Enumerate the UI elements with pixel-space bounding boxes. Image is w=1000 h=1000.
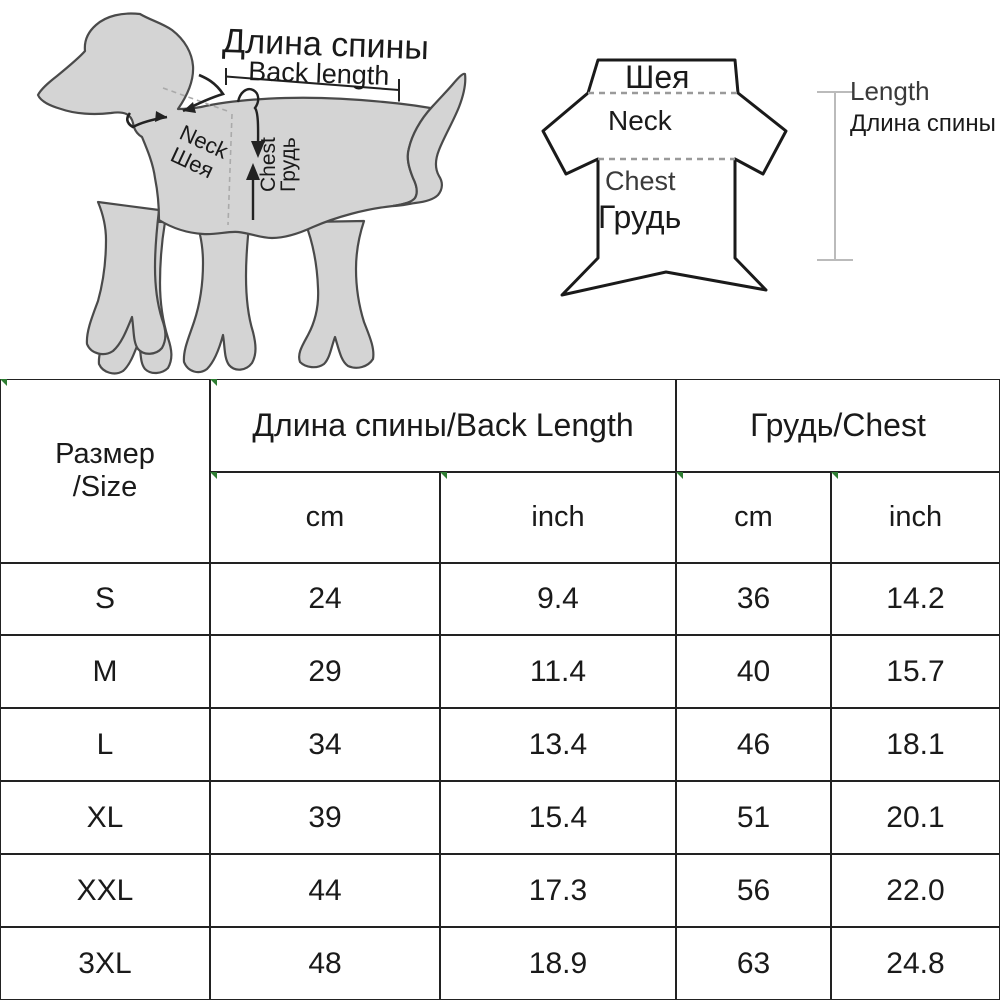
svg-text:Грудь: Грудь — [598, 199, 681, 235]
svg-text:Neck: Neck — [608, 105, 673, 136]
svg-text:Грудь: Грудь — [277, 137, 300, 192]
svg-text:Шея: Шея — [625, 59, 689, 95]
svg-text:Back length: Back length — [248, 56, 390, 91]
svg-text:Длина спины: Длина спины — [850, 110, 996, 137]
svg-text:Chest: Chest — [605, 166, 676, 196]
svg-text:Length: Length — [850, 76, 930, 106]
